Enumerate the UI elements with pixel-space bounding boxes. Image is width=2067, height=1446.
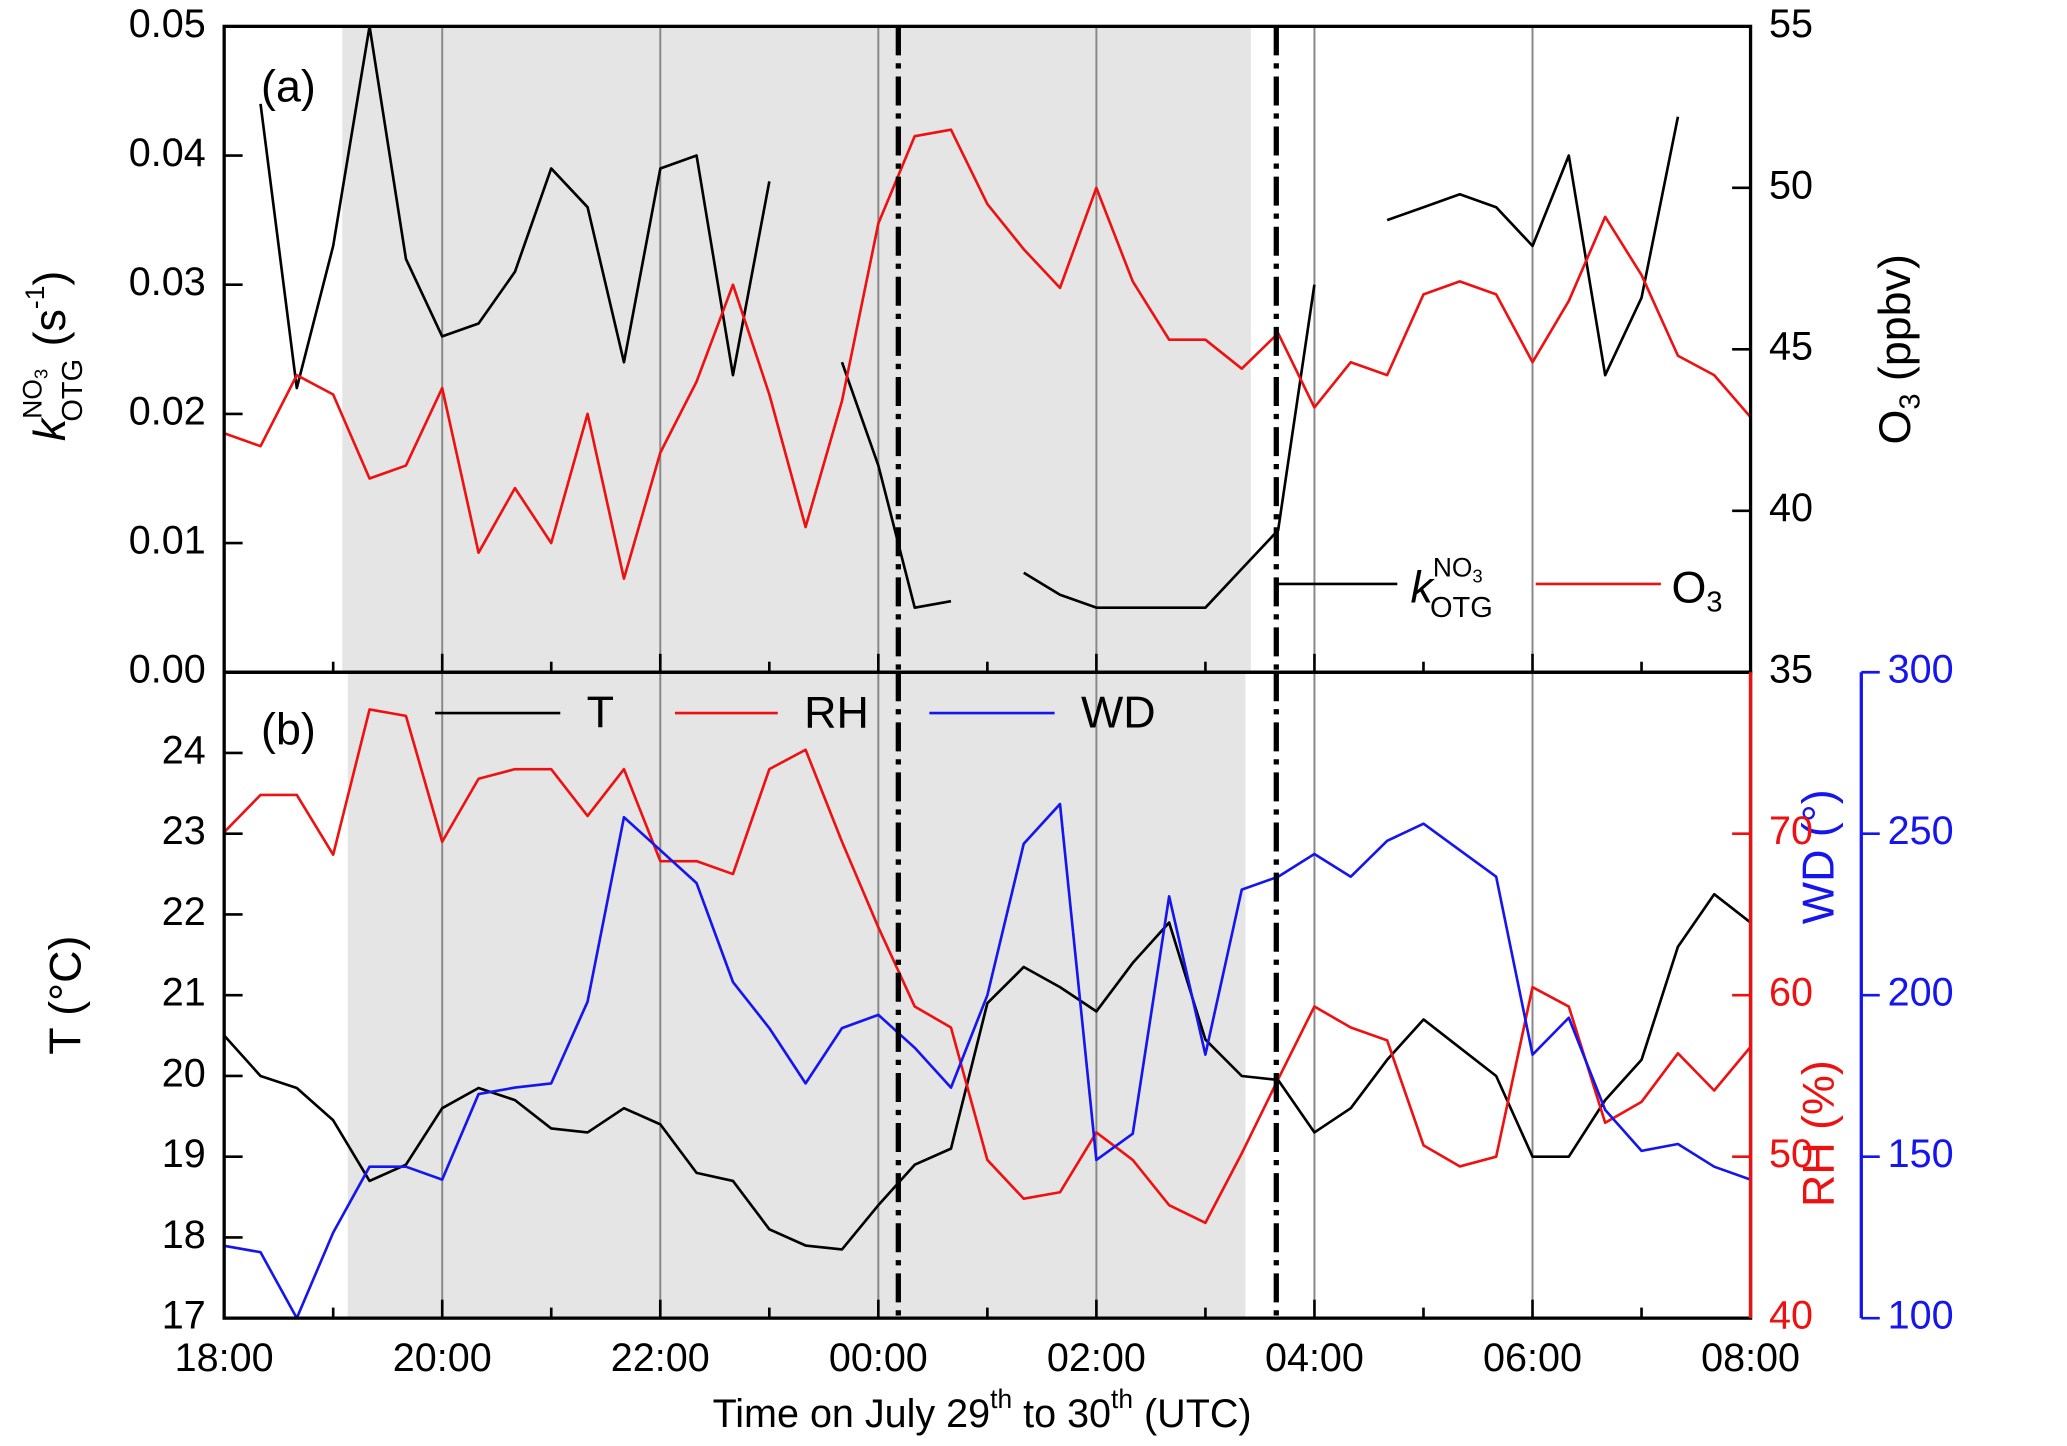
x-tick-label: 04:00 [1265, 1336, 1364, 1380]
x-axis-label: Time on July 29th to 30th (UTC) [713, 1384, 1252, 1436]
y3-axis-label: WD (°) [1794, 789, 1844, 924]
y2-tick-label: 35 [1769, 648, 1813, 692]
y-tick-label: 22 [162, 890, 206, 934]
data-line [223, 802, 1752, 1320]
y-tick-label: 18 [162, 1213, 206, 1257]
legend-o: O [1671, 562, 1706, 612]
y-tick-label: 17 [162, 1294, 206, 1338]
legend-label: RH [804, 688, 869, 738]
y2-tick-label: 50 [1769, 1132, 1813, 1176]
legend-sub: OTG [1430, 592, 1493, 624]
y-label-sub: OTG [57, 359, 89, 422]
y3-tick-label: 250 [1888, 809, 1954, 853]
y2-label-part: O [1870, 410, 1920, 445]
y-label-unit-sup: -1 [20, 286, 50, 309]
panel-label: (a) [261, 61, 316, 111]
y-tick-label: 0.04 [129, 131, 206, 175]
x-tick-label: 06:00 [1483, 1336, 1582, 1380]
legend-label: WD [1081, 688, 1156, 738]
y-tick-label: 24 [162, 728, 206, 772]
x-tick-label: 18:00 [175, 1336, 274, 1380]
y-axis-label: T (°C) [40, 936, 90, 1055]
shaded-region [342, 26, 1251, 673]
x-tick-label: 02:00 [1047, 1336, 1146, 1380]
legend-sup-sub: 3 [1472, 565, 1482, 586]
data-line [223, 128, 1752, 580]
shaded-region [347, 672, 1246, 1319]
y2-label-part: (ppbv) [1870, 254, 1920, 393]
y2-tick-label: 40 [1769, 1294, 1813, 1338]
y2-tick-label: 55 [1769, 2, 1813, 46]
legend-k: k [1410, 562, 1435, 612]
x-tick-label: 08:00 [1701, 1336, 1800, 1380]
x-label-part: Time on July 29 [713, 1392, 991, 1436]
legend-sup: NO [1433, 552, 1473, 582]
y-tick-label: 21 [162, 971, 206, 1015]
y-tick-label: 23 [162, 809, 206, 853]
y2-tick-label: 45 [1769, 325, 1813, 369]
x-label-sup: th [990, 1384, 1012, 1414]
y-tick-label: 0.00 [129, 648, 206, 692]
x-label-sup: th [1111, 1384, 1133, 1414]
y2-label-sub: 3 [1894, 394, 1926, 410]
y-tick-label: 0.03 [129, 260, 206, 304]
y-axis-label: kNO3 OTG (s-1) [17, 271, 88, 441]
y2-tick-label: 60 [1769, 971, 1813, 1015]
y3-tick-label: 150 [1888, 1132, 1954, 1176]
y-label-unit: (s [25, 309, 75, 359]
y-label-k: k [25, 416, 75, 441]
legend-label: T [587, 688, 614, 738]
y-tick-label: 0.01 [129, 519, 206, 563]
y2-axis-label: O3 (ppbv) [1870, 254, 1926, 444]
data-line [223, 708, 1752, 1225]
y-label-sup-sub: 3 [30, 369, 51, 379]
legend-label: kNO3 OTG [1410, 552, 1492, 623]
legend-sub: 3 [1706, 586, 1722, 618]
y3-tick-label: 200 [1888, 971, 1954, 1015]
x-label-part: to 30 [1012, 1392, 1111, 1436]
x-tick-label: 22:00 [611, 1336, 710, 1380]
y2-tick-label: 40 [1769, 486, 1813, 530]
y-tick-label: 0.02 [129, 389, 206, 433]
y-tick-label: 19 [162, 1132, 206, 1176]
y3-tick-label: 100 [1888, 1294, 1954, 1338]
y-label-unit: ) [25, 271, 75, 286]
y2-axis-label: RH (%) [1794, 1060, 1844, 1207]
x-tick-label: 00:00 [829, 1336, 928, 1380]
data-line [223, 892, 1752, 1251]
x-tick-label: 20:00 [393, 1336, 492, 1380]
x-label-part: (UTC) [1133, 1392, 1252, 1436]
y2-tick-label: 70 [1769, 809, 1813, 853]
y-label-sup: NO [17, 379, 47, 419]
y2-tick-label: 50 [1769, 163, 1813, 207]
y3-tick-label: 300 [1888, 648, 1954, 692]
panel-label: (b) [261, 705, 316, 755]
legend-label: O3 [1671, 562, 1722, 618]
y-tick-label: 0.05 [129, 2, 206, 46]
y-tick-label: 20 [162, 1051, 206, 1095]
